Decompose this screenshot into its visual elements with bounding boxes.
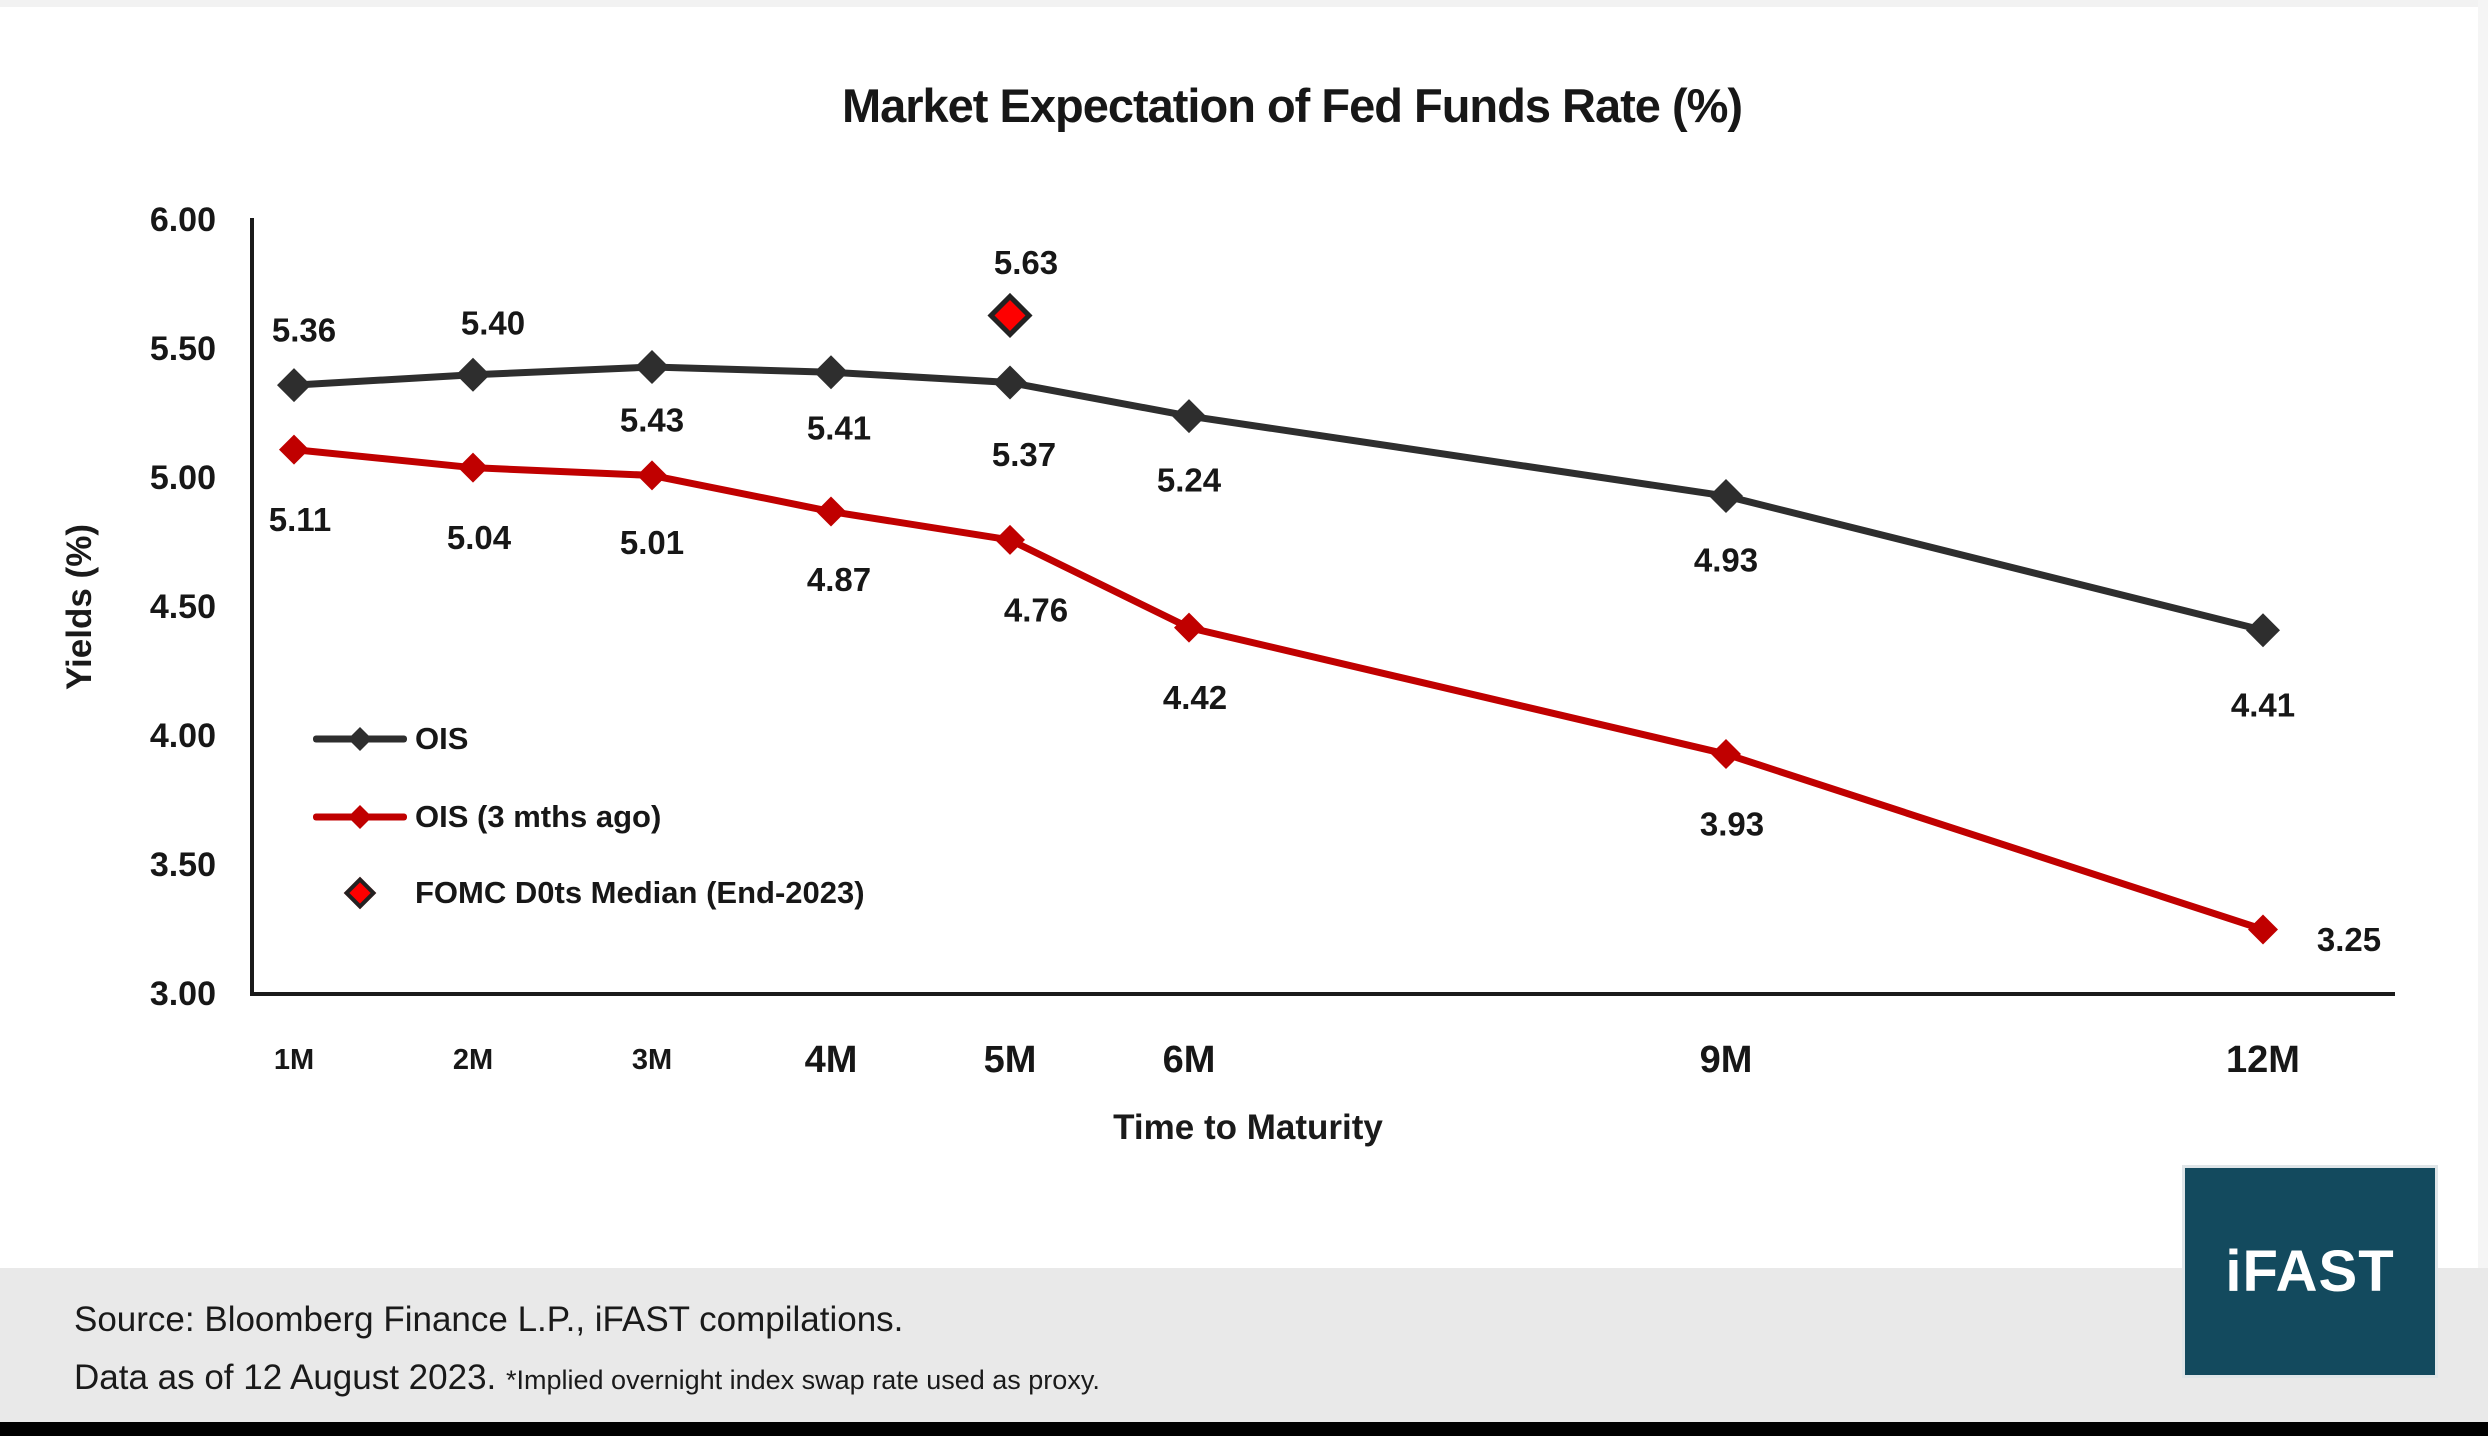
x-axis-title: Time to Maturity xyxy=(1113,1108,1383,1147)
series-marker-1 xyxy=(1711,739,1741,770)
legend-label-ois: OIS xyxy=(415,721,469,756)
data-label: 5.36 xyxy=(272,312,336,349)
y-tick-label: 4.00 xyxy=(150,717,216,755)
series-marker-1 xyxy=(816,496,846,527)
x-tick-label: 4M xyxy=(805,1039,858,1081)
series-marker-0 xyxy=(1709,479,1743,514)
data-label: 5.01 xyxy=(620,524,684,561)
legend-item-ois-3m: OIS (3 mths ago) xyxy=(313,799,661,835)
legend-label-ois-3m: OIS (3 mths ago) xyxy=(415,799,662,834)
series-marker-1 xyxy=(458,452,488,483)
legend-item-ois: OIS xyxy=(313,721,468,757)
chart-plot: 6.00 5.50 5.00 4.50 4.00 3.50 3.00 1M 2M 3M 4M 5M 6M… xyxy=(150,201,2395,1081)
data-label: 5.24 xyxy=(1157,462,1222,499)
series-line-1 xyxy=(293,446,2265,933)
series-marker-1 xyxy=(1174,612,1204,643)
data-label: 3.25 xyxy=(2317,921,2381,958)
data-label: 5.11 xyxy=(269,501,331,538)
fomc-diamond-marker-icon xyxy=(313,876,407,910)
series-marker-0 xyxy=(814,355,848,390)
ifast-logo-text: iFAST xyxy=(2225,1239,2395,1304)
data-label: 5.43 xyxy=(620,402,684,439)
x-tick-label: 2M xyxy=(453,1044,493,1076)
data-label: 5.40 xyxy=(461,304,525,341)
ifast-logo: iFAST xyxy=(2182,1165,2438,1378)
right-edge-strip xyxy=(2478,0,2488,1422)
data-label: 5.37 xyxy=(992,436,1056,473)
y-tick-label: 3.00 xyxy=(150,975,216,1013)
series-marker-0 xyxy=(456,357,490,392)
y-tick-label: 3.50 xyxy=(150,846,216,884)
y-tick-label: 4.50 xyxy=(150,588,216,626)
series-marker-0 xyxy=(635,350,669,385)
x-tick-label: 12M xyxy=(2226,1039,2300,1081)
series-marker-0 xyxy=(1172,399,1206,434)
source-text: Source: Bloomberg Finance L.P., iFAST co… xyxy=(74,1300,904,1339)
ois-3m-line-marker-icon xyxy=(313,803,407,831)
data-label: 5.04 xyxy=(447,519,512,556)
data-label: 4.87 xyxy=(807,561,871,598)
series-marker-0 xyxy=(2246,613,2280,648)
chart-title: Market Expectation of Fed Funds Rate (%) xyxy=(841,79,1743,132)
data-label: 4.42 xyxy=(1163,679,1227,716)
y-tick-label: 5.50 xyxy=(150,330,216,368)
series-marker-1 xyxy=(995,524,1025,555)
x-tick-label: 9M xyxy=(1700,1039,1753,1081)
data-date-text: Data as of 12 August 2023. *Implied over… xyxy=(74,1358,1100,1398)
proxy-note: *Implied overnight index swap rate used … xyxy=(506,1365,1100,1395)
fomc-dot-marker xyxy=(987,292,1033,338)
ois-line-marker-icon xyxy=(313,725,407,753)
data-label: 3.93 xyxy=(1700,806,1764,843)
fomc-data-label: 5.63 xyxy=(994,244,1058,281)
x-tick-label: 3M xyxy=(632,1044,672,1076)
y-tick-label: 6.00 xyxy=(150,201,216,239)
y-axis-title: Yields (%) xyxy=(60,524,99,690)
footer-band xyxy=(0,1268,2488,1422)
x-tick-label: 1M xyxy=(274,1044,314,1076)
data-label: 4.41 xyxy=(2231,687,2295,724)
data-label: 4.76 xyxy=(1004,591,1068,628)
legend-label-fomc: FOMC D0ts Median (End-2023) xyxy=(415,875,865,910)
bottom-black-bar xyxy=(0,1422,2488,1436)
series-line-0 xyxy=(293,363,2264,634)
y-tick-label: 5.00 xyxy=(150,459,216,497)
data-label: 5.41 xyxy=(807,410,871,447)
series-marker-0 xyxy=(993,365,1027,400)
data-date: Data as of 12 August 2023. xyxy=(74,1358,497,1397)
series-marker-1 xyxy=(279,434,309,465)
series-marker-1 xyxy=(637,460,667,491)
data-label: 4.93 xyxy=(1694,542,1758,579)
top-edge-strip xyxy=(0,0,2488,7)
legend-item-fomc: FOMC D0ts Median (End-2023) xyxy=(313,875,865,911)
series-marker-0 xyxy=(277,368,311,403)
series-marker-1 xyxy=(2248,914,2278,945)
x-tick-label: 5M xyxy=(984,1039,1037,1081)
x-tick-label: 6M xyxy=(1163,1039,1216,1081)
